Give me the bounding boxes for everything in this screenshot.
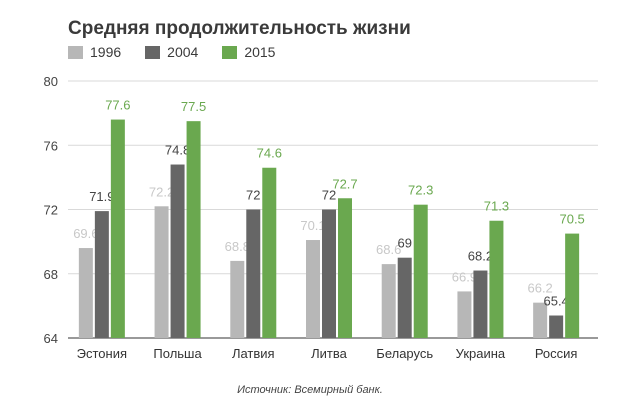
data-label-2015: 77.6 bbox=[105, 98, 130, 113]
y-tick-label: 64 bbox=[44, 331, 58, 346]
legend: 1996 2004 2015 bbox=[68, 44, 275, 60]
legend-item-1996: 1996 bbox=[68, 44, 121, 60]
x-tick-label: Эстония bbox=[77, 346, 127, 361]
data-label-1996: 66.9 bbox=[452, 269, 477, 284]
data-label-2004: 72 bbox=[246, 188, 260, 203]
bar-2015 bbox=[413, 204, 428, 338]
data-label-2004: 65.4 bbox=[543, 294, 568, 309]
bar-2015 bbox=[338, 198, 352, 338]
data-label-1996: 72.2 bbox=[149, 184, 174, 199]
x-tick-label: Литва bbox=[311, 346, 348, 361]
data-label-2004: 69 bbox=[397, 236, 411, 251]
data-label-1996: 68.6 bbox=[376, 242, 401, 257]
legend-swatch-2004 bbox=[145, 45, 161, 59]
bar-2015 bbox=[110, 119, 125, 338]
source-note: Источник: Всемирный банк. bbox=[237, 384, 383, 396]
bar-1996 bbox=[457, 291, 472, 338]
data-label-1996: 70.1 bbox=[300, 218, 325, 233]
bar-2015 bbox=[186, 121, 201, 338]
y-tick-label: 76 bbox=[44, 138, 58, 153]
bar-2004 bbox=[549, 315, 564, 338]
data-label-1996: 68.8 bbox=[225, 239, 250, 254]
y-tick-label: 72 bbox=[44, 203, 58, 218]
bar-1996 bbox=[230, 260, 245, 338]
chart-title: Средняя продолжительность жизни bbox=[68, 18, 411, 39]
data-label-2015: 72.3 bbox=[408, 183, 433, 198]
bar-2004 bbox=[170, 164, 185, 338]
y-tick-label: 68 bbox=[44, 267, 58, 282]
data-label-2004: 74.8 bbox=[165, 143, 190, 158]
bar-2004 bbox=[94, 211, 109, 338]
x-tick-label: Украина bbox=[456, 346, 506, 361]
bar-1996 bbox=[78, 248, 93, 338]
bar-2004 bbox=[322, 209, 336, 338]
legend-item-2004: 2004 bbox=[145, 44, 198, 60]
bar-1996 bbox=[154, 206, 169, 338]
data-label-2004: 72 bbox=[322, 188, 336, 203]
data-label-2015: 72.7 bbox=[332, 176, 357, 191]
x-tick-label: Беларусь bbox=[376, 346, 433, 361]
legend-label-2004: 2004 bbox=[167, 44, 199, 60]
data-label-2004: 68.2 bbox=[468, 249, 493, 264]
x-tick-label: Россия bbox=[535, 346, 578, 361]
data-label-2015: 70.5 bbox=[559, 212, 584, 227]
bar-2004 bbox=[473, 270, 488, 338]
data-label-1996: 69.6 bbox=[73, 226, 98, 241]
data-label-2004: 71.9 bbox=[89, 189, 114, 204]
bar-1996 bbox=[533, 302, 548, 338]
bar-2015 bbox=[262, 167, 277, 338]
bar-2004 bbox=[397, 257, 412, 338]
x-tick-label: Польша bbox=[153, 346, 202, 361]
data-label-2015: 74.6 bbox=[257, 146, 282, 161]
legend-item-2015: 2015 bbox=[222, 44, 275, 60]
bar-2015 bbox=[489, 220, 504, 338]
bar-2015 bbox=[565, 233, 580, 338]
bar-1996 bbox=[306, 240, 320, 338]
bar-1996 bbox=[381, 264, 396, 338]
legend-label-2015: 2015 bbox=[244, 44, 276, 60]
legend-label-1996: 1996 bbox=[90, 44, 122, 60]
data-label-2015: 71.3 bbox=[484, 199, 509, 214]
data-label-1996: 66.2 bbox=[527, 281, 552, 296]
legend-swatch-2015 bbox=[222, 45, 238, 59]
data-label-2015: 77.5 bbox=[181, 99, 206, 114]
y-tick-label: 80 bbox=[44, 74, 58, 89]
x-tick-label: Латвия bbox=[232, 346, 275, 361]
legend-swatch-1996 bbox=[68, 45, 83, 59]
bar-2004 bbox=[246, 209, 261, 338]
